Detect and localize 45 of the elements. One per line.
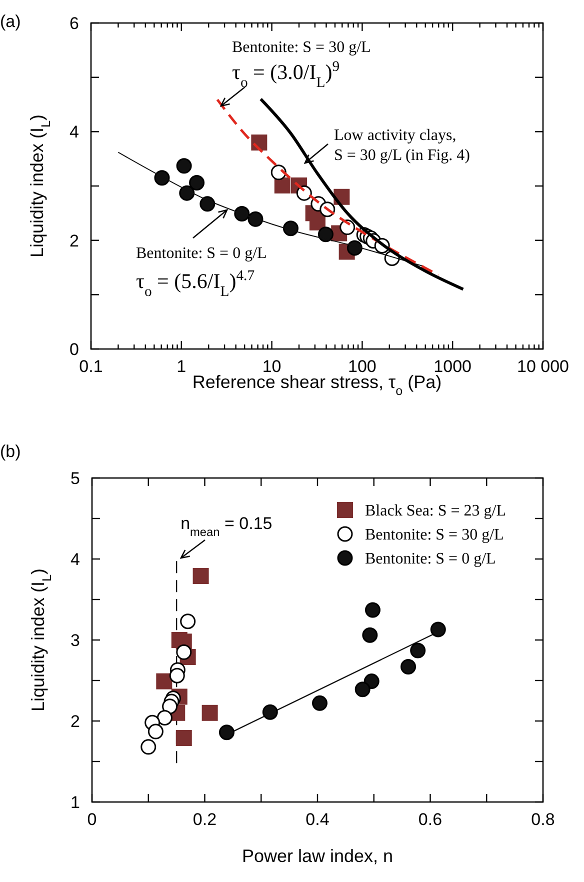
- y-tick-label: 3: [70, 630, 80, 650]
- y-tick-label: 4: [70, 550, 80, 569]
- point: [312, 695, 328, 711]
- annotation: τ$_{o}$ = (5.6/I$_{L}$)$^{4.7}$: [136, 268, 255, 300]
- chart-title: (b): [0, 442, 21, 461]
- x-tick-label: 0: [87, 810, 97, 829]
- x-tick-label: 10 000: [517, 357, 569, 376]
- x-tick-label: 1: [176, 357, 186, 376]
- chart-title: (a): [0, 12, 21, 31]
- x-tick-label: 0.6: [418, 810, 442, 829]
- point: [364, 602, 380, 618]
- x-tick-label: 0.1: [79, 357, 103, 376]
- point: [176, 730, 192, 746]
- y-tick-label: 5: [70, 468, 80, 488]
- point: [156, 673, 172, 690]
- annotation: Low activity clays, S = 30 g/L (in Fig. 4): [334, 127, 470, 164]
- point: [162, 698, 178, 714]
- y-tick-label: 2: [70, 231, 79, 250]
- annotation: n$_{mean}$ = 0.15: [180, 514, 272, 539]
- point: [400, 658, 416, 674]
- point: [202, 704, 218, 721]
- point: [169, 668, 185, 684]
- point: [218, 724, 234, 740]
- y-tick-label: 6: [70, 14, 79, 33]
- x-axis-title: Power law index, n: [242, 846, 394, 866]
- legend-label: Black Sea: S = 23 g/L: [365, 502, 506, 520]
- point: [176, 644, 192, 660]
- point: [362, 627, 378, 643]
- point: [192, 568, 209, 584]
- y-tick-label: 1: [70, 792, 80, 812]
- y-tick-label: 2: [70, 712, 80, 731]
- y-tick-label: 4: [70, 122, 79, 142]
- x-tick-label: 0.4: [306, 810, 330, 829]
- point: [354, 682, 370, 698]
- x-tick-label: 0.2: [192, 810, 217, 829]
- annotation: Bentonite: S = 30 g/L: [232, 39, 371, 56]
- y-tick-label: 0: [70, 340, 79, 359]
- legend-label: Bentonite: S = 30 g/L: [365, 526, 504, 544]
- x-tick-label: 0.8: [531, 810, 555, 829]
- legend-label: Bentonite: S = 0 g/L: [365, 550, 496, 568]
- point: [262, 704, 278, 720]
- point: [410, 642, 426, 658]
- annotation: τ$_{o}$ = (3.0/I$_{L}$)$^{9}$: [232, 59, 340, 91]
- point: [430, 622, 446, 638]
- annotation: Bentonite: S = 0 g/L: [136, 245, 267, 262]
